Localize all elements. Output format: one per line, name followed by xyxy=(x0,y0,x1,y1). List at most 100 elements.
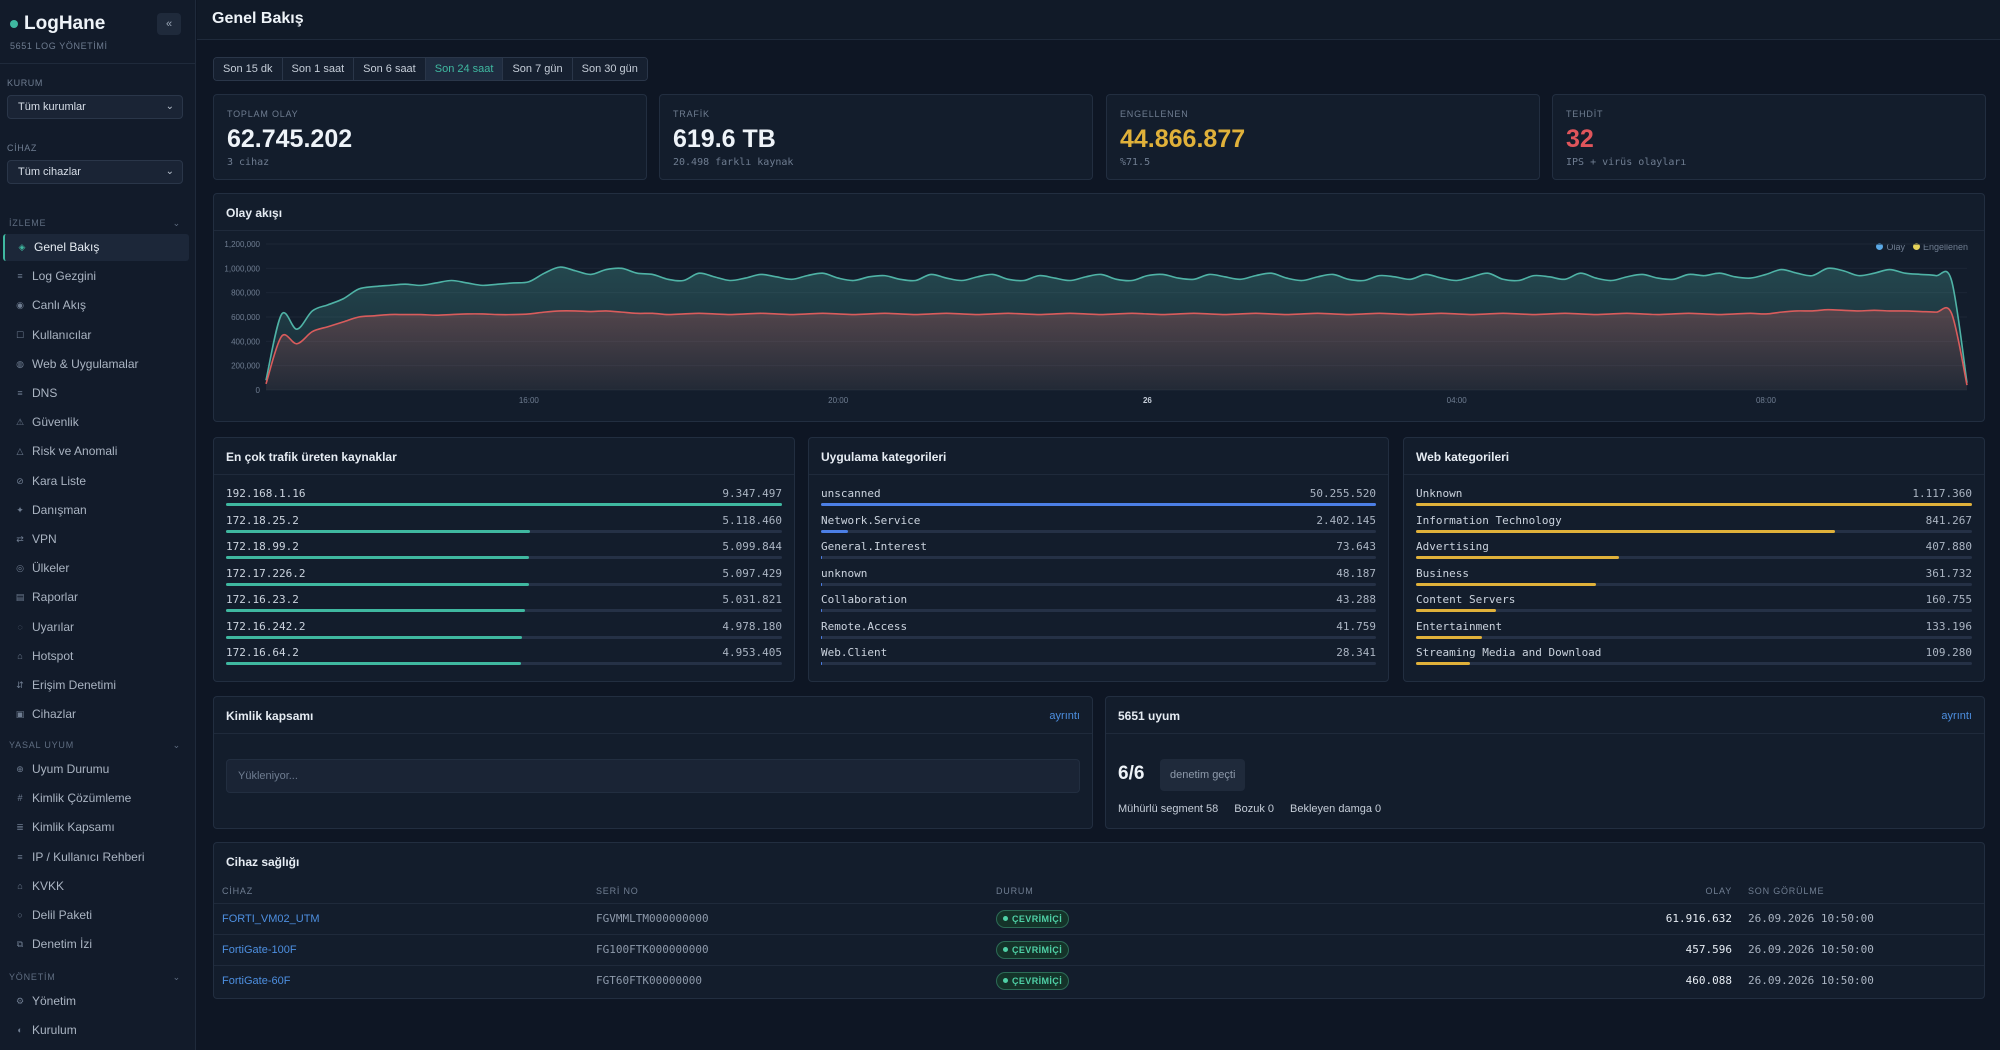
time-range-button[interactable]: Son 24 saat xyxy=(425,58,504,80)
list-item[interactable]: Collaboration 43.288 xyxy=(821,591,1376,617)
dns-icon: ≡ xyxy=(17,388,23,398)
list-item[interactable]: Unknown 1.117.360 xyxy=(1416,485,1972,511)
list-item-label: General.Interest xyxy=(821,540,927,553)
col-events[interactable]: OLAY xyxy=(1388,879,1740,904)
list-item[interactable]: Advertising 407.880 xyxy=(1416,538,1972,564)
legend-label: Engellenen xyxy=(1922,242,1968,252)
table-row[interactable]: FortiGate-60F FGT60FTK00000000 ÇEVRİMİÇİ 46… xyxy=(214,965,1984,996)
section-header[interactable]: YASAL UYUM ⌄ xyxy=(9,740,181,750)
list-item-label: 172.18.25.2 xyxy=(226,513,299,527)
sidebar-item-device[interactable]: ▣ Cihazlar xyxy=(3,701,189,728)
sidebar-item-advisor[interactable]: ✦ Danışman xyxy=(3,497,189,524)
bar-track xyxy=(1416,635,1972,639)
sidebar-item-users[interactable]: ☐ Kullanıcılar xyxy=(3,322,189,349)
time-range-button[interactable]: Son 30 gün xyxy=(572,58,647,80)
sidebar-item-compliance[interactable]: ⊕ Uyum Durumu xyxy=(3,756,189,783)
sidebar-item-live[interactable]: ◉ Canlı Akış xyxy=(3,292,189,319)
list-item[interactable]: Entertainment 133.196 xyxy=(1416,618,1972,644)
list-item-value: 5.099.844 xyxy=(722,540,782,553)
bar-track xyxy=(1416,582,1972,586)
bar-track xyxy=(226,529,782,533)
list-item[interactable]: General.Interest 73.643 xyxy=(821,538,1376,564)
sidebar-item-blacklist[interactable]: ⊘ Kara Liste xyxy=(3,468,189,495)
list-item[interactable]: Information Technology 841.267 xyxy=(1416,512,1972,538)
list-item[interactable]: unscanned 50.255.520 xyxy=(821,485,1376,511)
collapse-sidebar-button[interactable]: « xyxy=(157,13,181,35)
sidebar-item-evidence[interactable]: ○ Delil Paketi xyxy=(3,902,189,929)
sidebar-item-label: Kullanıcılar xyxy=(32,327,92,342)
org-label: KURUM xyxy=(7,78,43,88)
sidebar-item-alert[interactable]: ◌ Uyarılar xyxy=(3,614,189,641)
list-item[interactable]: 172.16.242.2 4.978.180 xyxy=(226,618,782,644)
list-item-label: Unknown xyxy=(1416,487,1463,500)
time-range-button[interactable]: Son 1 saat xyxy=(282,58,355,80)
list-item[interactable]: unknown 48.187 xyxy=(821,565,1376,591)
legend-item-olay[interactable]: Olay xyxy=(1876,242,1905,252)
list-item-label: 172.16.64.2 xyxy=(226,646,299,659)
sidebar-item-audit[interactable]: ⧉ Denetim İzi xyxy=(3,931,189,958)
sidebar-item-globe[interactable]: ◎ Ülkeler xyxy=(3,555,189,582)
list-item[interactable]: Web.Client 28.341 xyxy=(821,644,1376,670)
table-row[interactable]: FortiGate-100F FG100FTK000000000 ÇEVRİMİÇİ… xyxy=(214,934,1984,966)
sidebar-item-kvkk[interactable]: ⌂ KVKK xyxy=(3,873,189,900)
status-badge: ÇEVRİMİÇİ xyxy=(996,971,1070,990)
time-range-button[interactable]: Son 15 dk xyxy=(214,58,283,80)
risk-icon: △ xyxy=(16,446,24,457)
y-tick-label: 0 xyxy=(256,386,261,395)
device-link[interactable]: FortiGate-60F xyxy=(222,974,291,987)
col-device[interactable]: CİHAZ xyxy=(214,879,588,904)
col-status[interactable]: DURUM xyxy=(988,879,1388,904)
sidebar-item-access[interactable]: ⇵ Erişim Denetimi xyxy=(3,672,189,699)
legend-item-engellenen[interactable]: Engellenen xyxy=(1912,242,1968,252)
list-item[interactable]: 172.17.226.2 5.097.429 xyxy=(226,565,782,591)
card-divider xyxy=(1404,474,1984,475)
device-select[interactable]: Tüm cihazlar ⌄ xyxy=(7,160,183,184)
list-item[interactable]: 172.16.64.2 4.953.405 xyxy=(226,644,782,670)
sidebar-item-risk[interactable]: △ Risk ve Anomali xyxy=(3,438,189,465)
serial-cell: FGT60FTK00000000 xyxy=(596,974,702,988)
device-link[interactable]: FortiGate-100F xyxy=(222,943,297,956)
sidebar-item-shield[interactable]: ⚠ Güvenlik xyxy=(3,409,189,436)
last-seen-cell: 26.09.2026 10:50:00 xyxy=(1740,903,1984,935)
identity-details-link[interactable]: ayrıntı xyxy=(1049,710,1080,722)
status-text: ÇEVRİMİÇİ xyxy=(1012,944,1063,955)
list-item-label: 192.168.1.16 xyxy=(226,487,306,500)
bar-track xyxy=(821,556,1376,559)
compliance-details-link[interactable]: ayrıntı xyxy=(1941,710,1972,722)
sidebar-item-vpn[interactable]: ⇄ VPN xyxy=(3,526,189,553)
sidebar-item-dns[interactable]: ≡ DNS xyxy=(3,380,189,407)
advisor-icon: ✦ xyxy=(16,504,24,515)
list-item-value: 28.341 xyxy=(1336,646,1376,659)
live-icon: ◉ xyxy=(16,300,24,311)
list-item[interactable]: 172.18.99.2 5.099.844 xyxy=(226,538,782,564)
sidebar-item-directory[interactable]: ≡ IP / Kullanıcı Rehberi xyxy=(3,844,189,871)
compliance-icon: ⊕ xyxy=(16,764,24,774)
time-range-button[interactable]: Son 6 saat xyxy=(354,58,426,80)
sidebar-item-coverage[interactable]: ≣ Kimlik Kapsamı xyxy=(3,814,189,841)
time-range-button[interactable]: Son 7 gün xyxy=(503,58,573,80)
col-serial[interactable]: SERİ NO xyxy=(588,879,988,904)
section-header[interactable]: YÖNETİM ⌄ xyxy=(9,972,181,982)
list-item[interactable]: Business 361.732 xyxy=(1416,565,1972,591)
device-link[interactable]: FORTI_VM02_UTM xyxy=(222,912,320,925)
sidebar-item-log[interactable]: ≡ Log Gezgini xyxy=(3,263,189,290)
sidebar-item-setup[interactable]: ◐ Kurulum xyxy=(3,1017,189,1044)
list-item[interactable]: Streaming Media and Download 109.280 xyxy=(1416,644,1972,670)
list-item[interactable]: 172.18.25.2 5.118.460 xyxy=(226,512,782,538)
list-item[interactable]: Network.Service 2.402.145 xyxy=(821,512,1376,538)
table-row[interactable]: FORTI_VM02_UTM FGVMMLTM000000000 ÇEVRİMİÇİ… xyxy=(214,903,1984,935)
list-item[interactable]: 192.168.1.16 9.347.497 xyxy=(226,485,782,511)
sidebar-item-gear[interactable]: ⚙ Yönetim xyxy=(3,988,189,1015)
sidebar-item-dashboard[interactable]: ◈ Genel Bakış xyxy=(3,234,189,261)
list-item[interactable]: Content Servers 160.755 xyxy=(1416,591,1972,617)
sidebar-item-web[interactable]: ◍ Web & Uygulamalar xyxy=(3,351,189,378)
org-select[interactable]: Tüm kurumlar ⌄ xyxy=(7,95,183,119)
sidebar-item-hotspot[interactable]: ⌂ Hotspot xyxy=(3,643,189,670)
sidebar-item-report[interactable]: ▤ Raporlar xyxy=(3,584,189,611)
sidebar-item-identity[interactable]: # Kimlik Çözümleme xyxy=(3,785,189,812)
list-item[interactable]: 172.16.23.2 5.031.821 xyxy=(226,591,782,617)
section-header[interactable]: İZLEME ⌄ xyxy=(9,218,181,228)
list-item[interactable]: Remote.Access 41.759 xyxy=(821,618,1376,644)
kpi-value: 32 xyxy=(1566,125,1594,153)
col-last-seen[interactable]: SON GÖRÜLME xyxy=(1740,879,1984,904)
